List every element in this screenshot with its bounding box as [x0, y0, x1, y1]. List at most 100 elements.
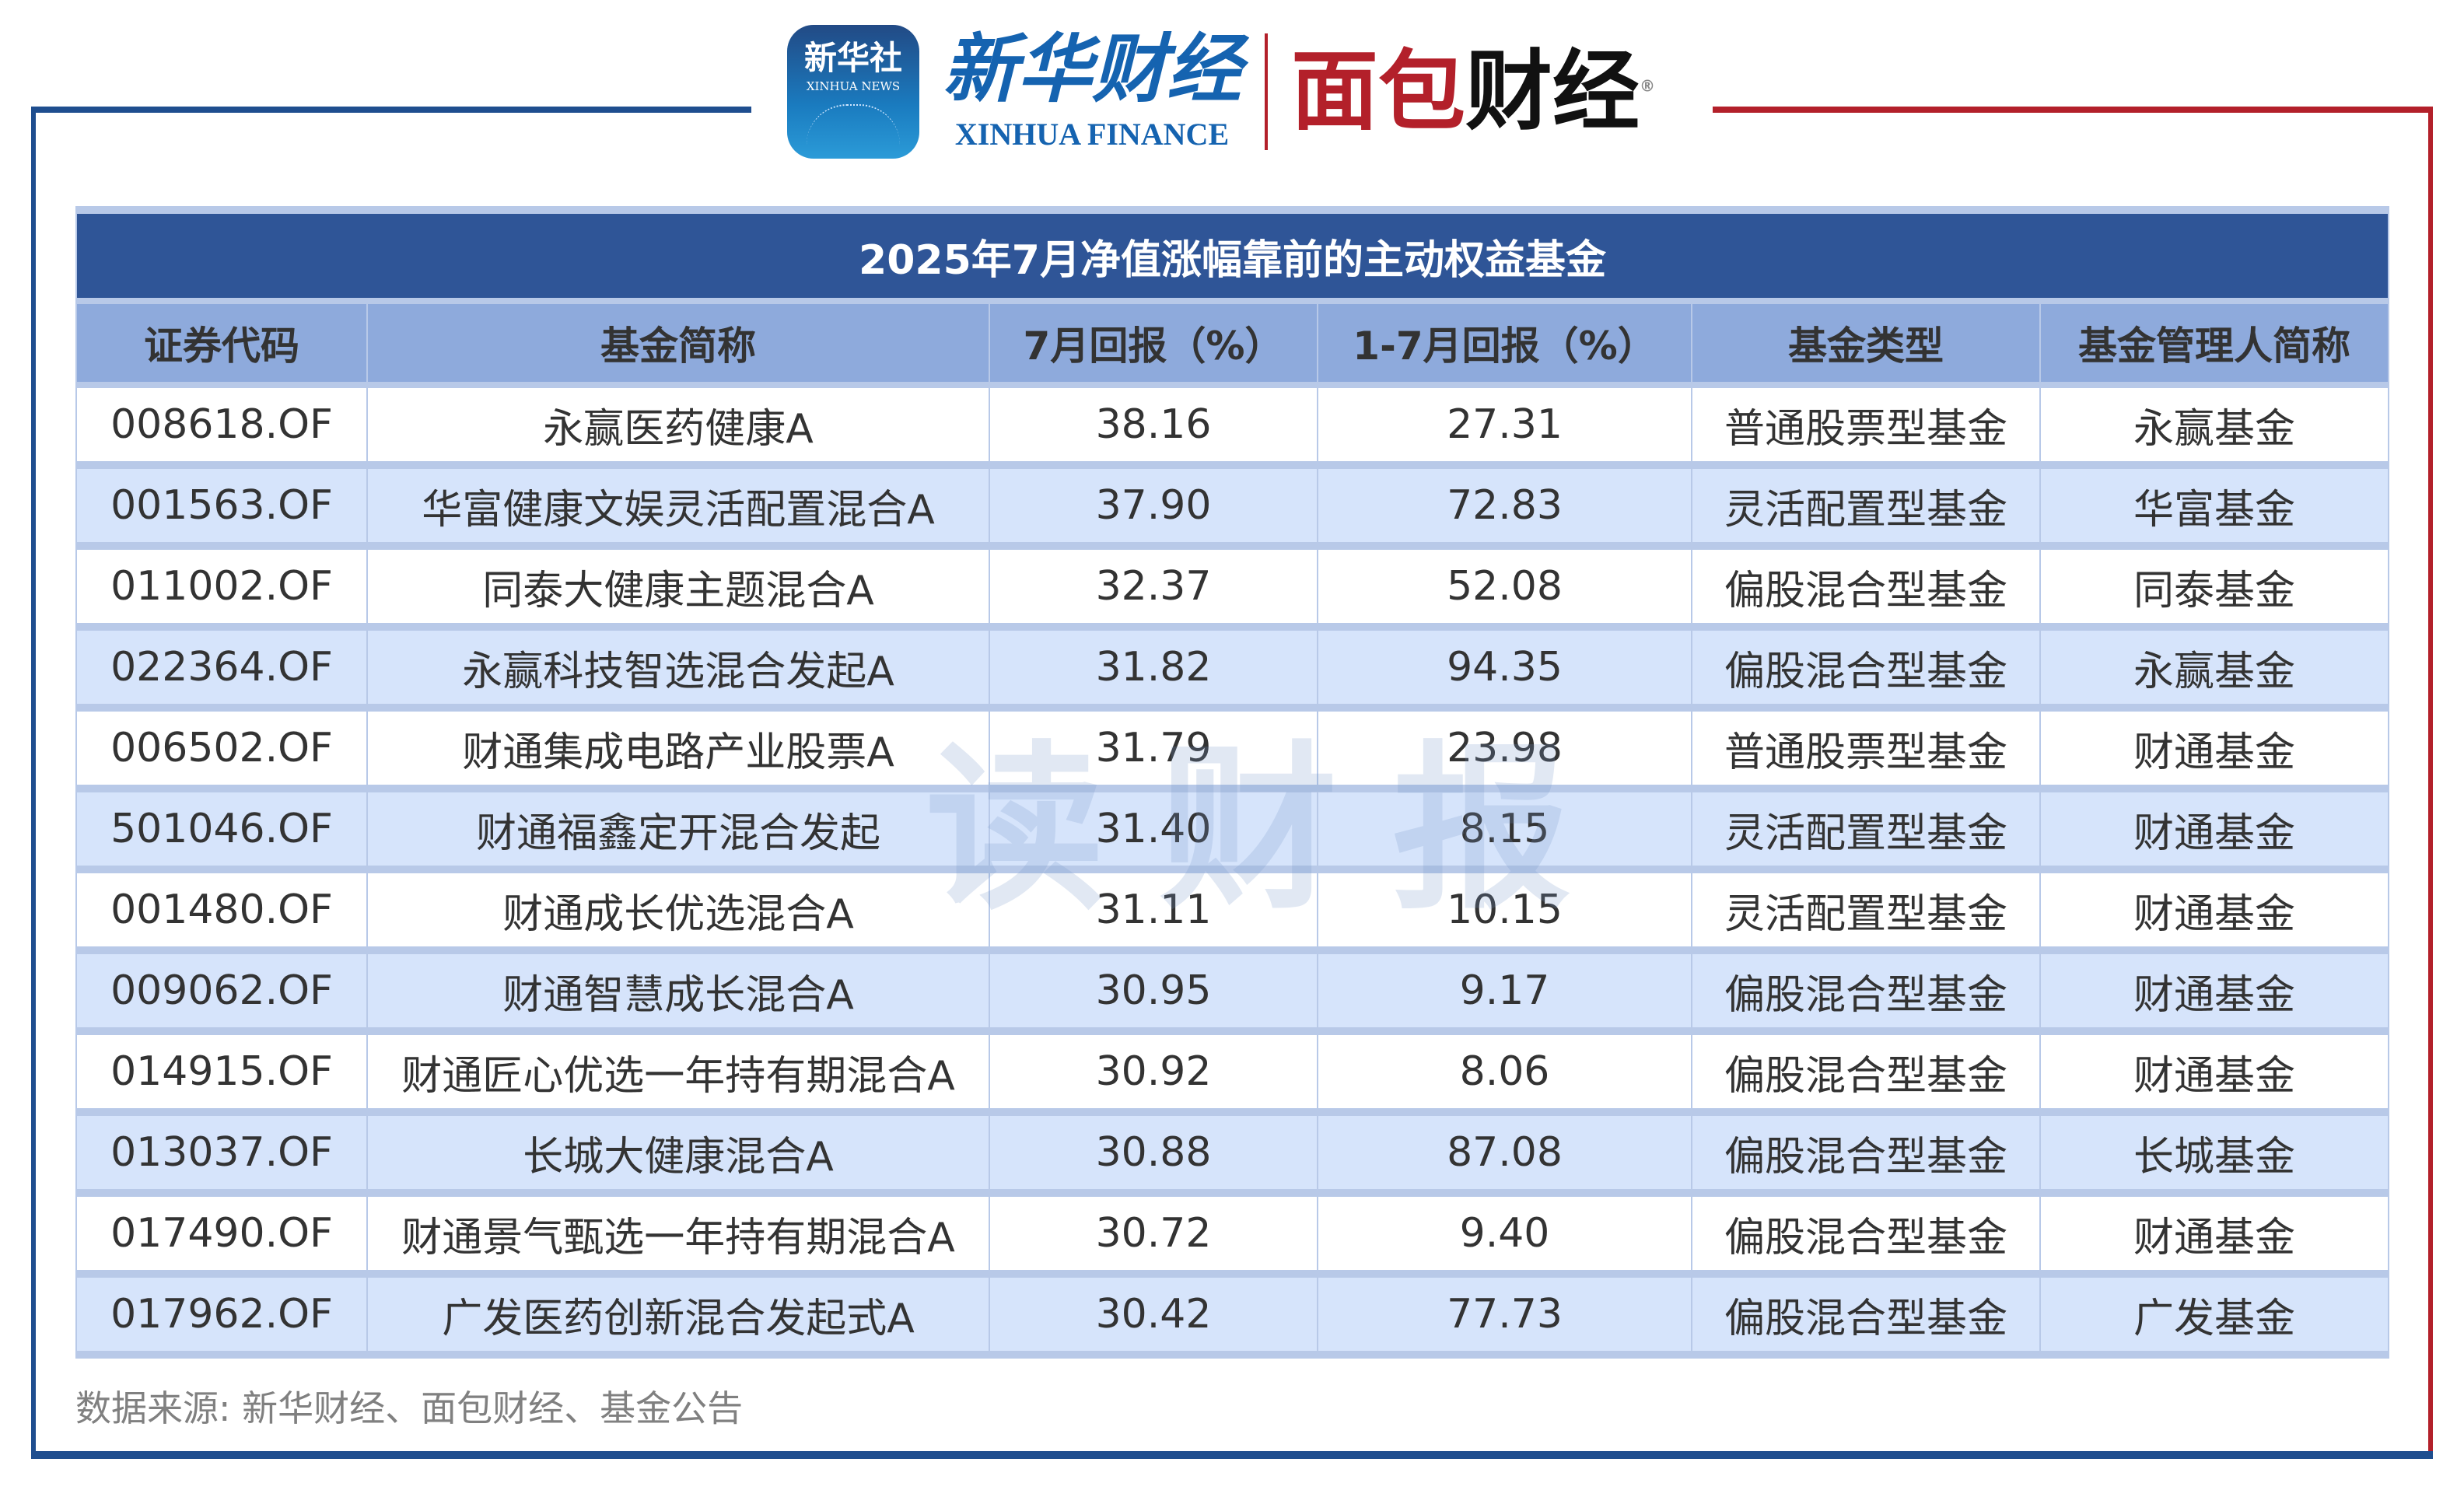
- fund-code-cell: 008618.OF: [75, 384, 368, 469]
- fund-type-cell: 普通股票型基金: [1691, 707, 2041, 792]
- mianbao-logo-black: 财经: [1465, 41, 1640, 142]
- fund-type-cell: 灵活配置型基金: [1691, 788, 2041, 873]
- column-header: 基金管理人简称: [2039, 298, 2390, 388]
- fund-type-cell: 偏股混合型基金: [1691, 1192, 2041, 1278]
- manager-name-cell: 永赢基金: [2039, 626, 2390, 712]
- fund-name-cell: 永赢科技智选混合发起A: [366, 626, 990, 712]
- fund-code-cell: 001563.OF: [75, 464, 368, 550]
- table-body: 008618.OF 永赢医药健康A 38.16 27.31 普通股票型基金 永赢基金 001…: [75, 384, 2390, 1359]
- fund-type-cell: 偏股混合型基金: [1691, 1273, 2041, 1359]
- manager-name-cell: 同泰基金: [2039, 545, 2390, 631]
- july-return-cell: 38.16: [989, 384, 1318, 469]
- fund-type-cell: 普通股票型基金: [1691, 384, 2041, 469]
- mianbao-finance-logo: 面包财经®: [1291, 48, 1655, 135]
- network-icon: [807, 104, 900, 145]
- frame-right-border: [2428, 107, 2433, 1458]
- column-header: 7月回报（%）: [989, 298, 1318, 388]
- table-row: 001480.OF 财通成长优选混合A 31.11 10.15 灵活配置型基金 财通基金: [75, 869, 2390, 954]
- july-return-cell: 30.92: [989, 1030, 1318, 1116]
- fund-code-cell: 009062.OF: [75, 950, 368, 1035]
- table-row: 011002.OF 同泰大健康主题混合A 32.37 52.08 偏股混合型基金 同泰基金: [75, 545, 2390, 631]
- registered-mark: ®: [1640, 76, 1655, 96]
- table-row: 022364.OF 永赢科技智选混合发起A 31.82 94.35 偏股混合型基金 永赢基…: [75, 626, 2390, 712]
- table-header-row: 证券代码 基金简称 7月回报（%） 1-7月回报（%） 基金类型 基金管理人简称: [75, 298, 2390, 388]
- july-return-cell: 31.11: [989, 869, 1318, 954]
- table-row: 008618.OF 永赢医药健康A 38.16 27.31 普通股票型基金 永赢基金: [75, 384, 2390, 469]
- manager-name-cell: 财通基金: [2039, 707, 2390, 792]
- table-row: 006502.OF 财通集成电路产业股票A 31.79 23.98 普通股票型基金 财通基…: [75, 707, 2390, 792]
- fund-code-cell: 011002.OF: [75, 545, 368, 631]
- header-logos: 新华社 XINHUA NEWS 新华财经 XINHUA FINANCE 面包财经…: [787, 22, 1655, 162]
- table-row: 017962.OF 广发医药创新混合发起式A 30.42 77.73 偏股混合型基金 广发…: [75, 1273, 2390, 1359]
- fund-code-cell: 006502.OF: [75, 707, 368, 792]
- july-return-cell: 37.90: [989, 464, 1318, 550]
- ytd-return-cell: 9.40: [1317, 1192, 1692, 1278]
- july-return-cell: 31.40: [989, 788, 1318, 873]
- ytd-return-cell: 8.06: [1317, 1030, 1692, 1116]
- table-row: 014915.OF 财通匠心优选一年持有期混合A 30.92 8.06 偏股混合型基金财…: [75, 1030, 2390, 1116]
- fund-name-cell: 同泰大健康主题混合A: [366, 545, 990, 631]
- july-return-cell: 30.72: [989, 1192, 1318, 1278]
- manager-name-cell: 财通基金: [2039, 788, 2390, 873]
- fund-type-cell: 偏股混合型基金: [1691, 626, 2041, 712]
- ytd-return-cell: 52.08: [1317, 545, 1692, 631]
- ytd-return-cell: 94.35: [1317, 626, 1692, 712]
- frame-bottom-border: [31, 1451, 2433, 1459]
- table-row: 017490.OF 财通景气甄选一年持有期混合A 30.72 9.40 偏股混合型基金财…: [75, 1192, 2390, 1278]
- manager-name-cell: 财通基金: [2039, 950, 2390, 1035]
- table-row: 001563.OF 华富健康文娱灵活配置混合A 37.90 72.83 灵活配置型基金华…: [75, 464, 2390, 550]
- column-header: 基金类型: [1691, 298, 2041, 388]
- frame-top-right-red-line: [1713, 107, 2433, 113]
- xinhua-finance-logo-en: XINHUA FINANCE: [954, 116, 1230, 152]
- fund-type-cell: 偏股混合型基金: [1691, 1030, 2041, 1116]
- xinhua-finance-logo: 新华财经 XINHUA FINANCE: [943, 24, 1241, 152]
- fund-code-cell: 501046.OF: [75, 788, 368, 873]
- manager-name-cell: 华富基金: [2039, 464, 2390, 550]
- xinhua-news-logo-text: 新华社: [803, 39, 902, 77]
- july-return-cell: 32.37: [989, 545, 1318, 631]
- column-header: 证券代码: [75, 298, 368, 388]
- frame-left-border: [31, 107, 36, 1458]
- table-row: 009062.OF 财通智慧成长混合A 30.95 9.17 偏股混合型基金 财通基金: [75, 950, 2390, 1035]
- fund-type-cell: 偏股混合型基金: [1691, 950, 2041, 1035]
- manager-name-cell: 财通基金: [2039, 1030, 2390, 1116]
- fund-name-cell: 华富健康文娱灵活配置混合A: [366, 464, 990, 550]
- fund-type-cell: 灵活配置型基金: [1691, 869, 2041, 954]
- manager-name-cell: 财通基金: [2039, 1192, 2390, 1278]
- ytd-return-cell: 72.83: [1317, 464, 1692, 550]
- xinhua-finance-logo-cn: 新华财经: [943, 24, 1241, 113]
- ytd-return-cell: 77.73: [1317, 1273, 1692, 1359]
- fund-code-cell: 017962.OF: [75, 1273, 368, 1359]
- fund-code-cell: 017490.OF: [75, 1192, 368, 1278]
- july-return-cell: 30.42: [989, 1273, 1318, 1359]
- fund-name-cell: 永赢医药健康A: [366, 384, 990, 469]
- xinhua-news-logo-en: XINHUA NEWS: [806, 79, 901, 93]
- fund-name-cell: 财通景气甄选一年持有期混合A: [366, 1192, 990, 1278]
- july-return-cell: 31.79: [989, 707, 1318, 792]
- mianbao-logo-red: 面包: [1291, 41, 1465, 142]
- july-return-cell: 30.95: [989, 950, 1318, 1035]
- fund-code-cell: 001480.OF: [75, 869, 368, 954]
- table-title: 2025年7月净值涨幅靠前的主动权益基金: [75, 206, 2390, 302]
- fund-code-cell: 022364.OF: [75, 626, 368, 712]
- fund-name-cell: 财通集成电路产业股票A: [366, 707, 990, 792]
- fund-name-cell: 广发医药创新混合发起式A: [366, 1273, 990, 1359]
- xinhua-news-logo: 新华社 XINHUA NEWS: [787, 25, 919, 159]
- manager-name-cell: 长城基金: [2039, 1111, 2390, 1197]
- fund-name-cell: 财通智慧成长混合A: [366, 950, 990, 1035]
- fund-code-cell: 013037.OF: [75, 1111, 368, 1197]
- column-header: 1-7月回报（%）: [1317, 298, 1692, 388]
- ytd-return-cell: 9.17: [1317, 950, 1692, 1035]
- fund-table: 2025年7月净值涨幅靠前的主动权益基金 证券代码 基金简称 7月回报（%） 1-7月…: [75, 206, 2390, 1359]
- july-return-cell: 31.82: [989, 626, 1318, 712]
- data-source-note: 数据来源: 新华财经、面包财经、基金公告: [75, 1387, 744, 1429]
- table-row: 013037.OF 长城大健康混合A 30.88 87.08 偏股混合型基金 长城基金: [75, 1111, 2390, 1197]
- frame-top-left-blue-line: [31, 107, 751, 113]
- ytd-return-cell: 87.08: [1317, 1111, 1692, 1197]
- ytd-return-cell: 10.15: [1317, 869, 1692, 954]
- fund-name-cell: 财通匠心优选一年持有期混合A: [366, 1030, 990, 1116]
- ytd-return-cell: 27.31: [1317, 384, 1692, 469]
- ytd-return-cell: 8.15: [1317, 788, 1692, 873]
- fund-code-cell: 014915.OF: [75, 1030, 368, 1116]
- fund-type-cell: 偏股混合型基金: [1691, 1111, 2041, 1197]
